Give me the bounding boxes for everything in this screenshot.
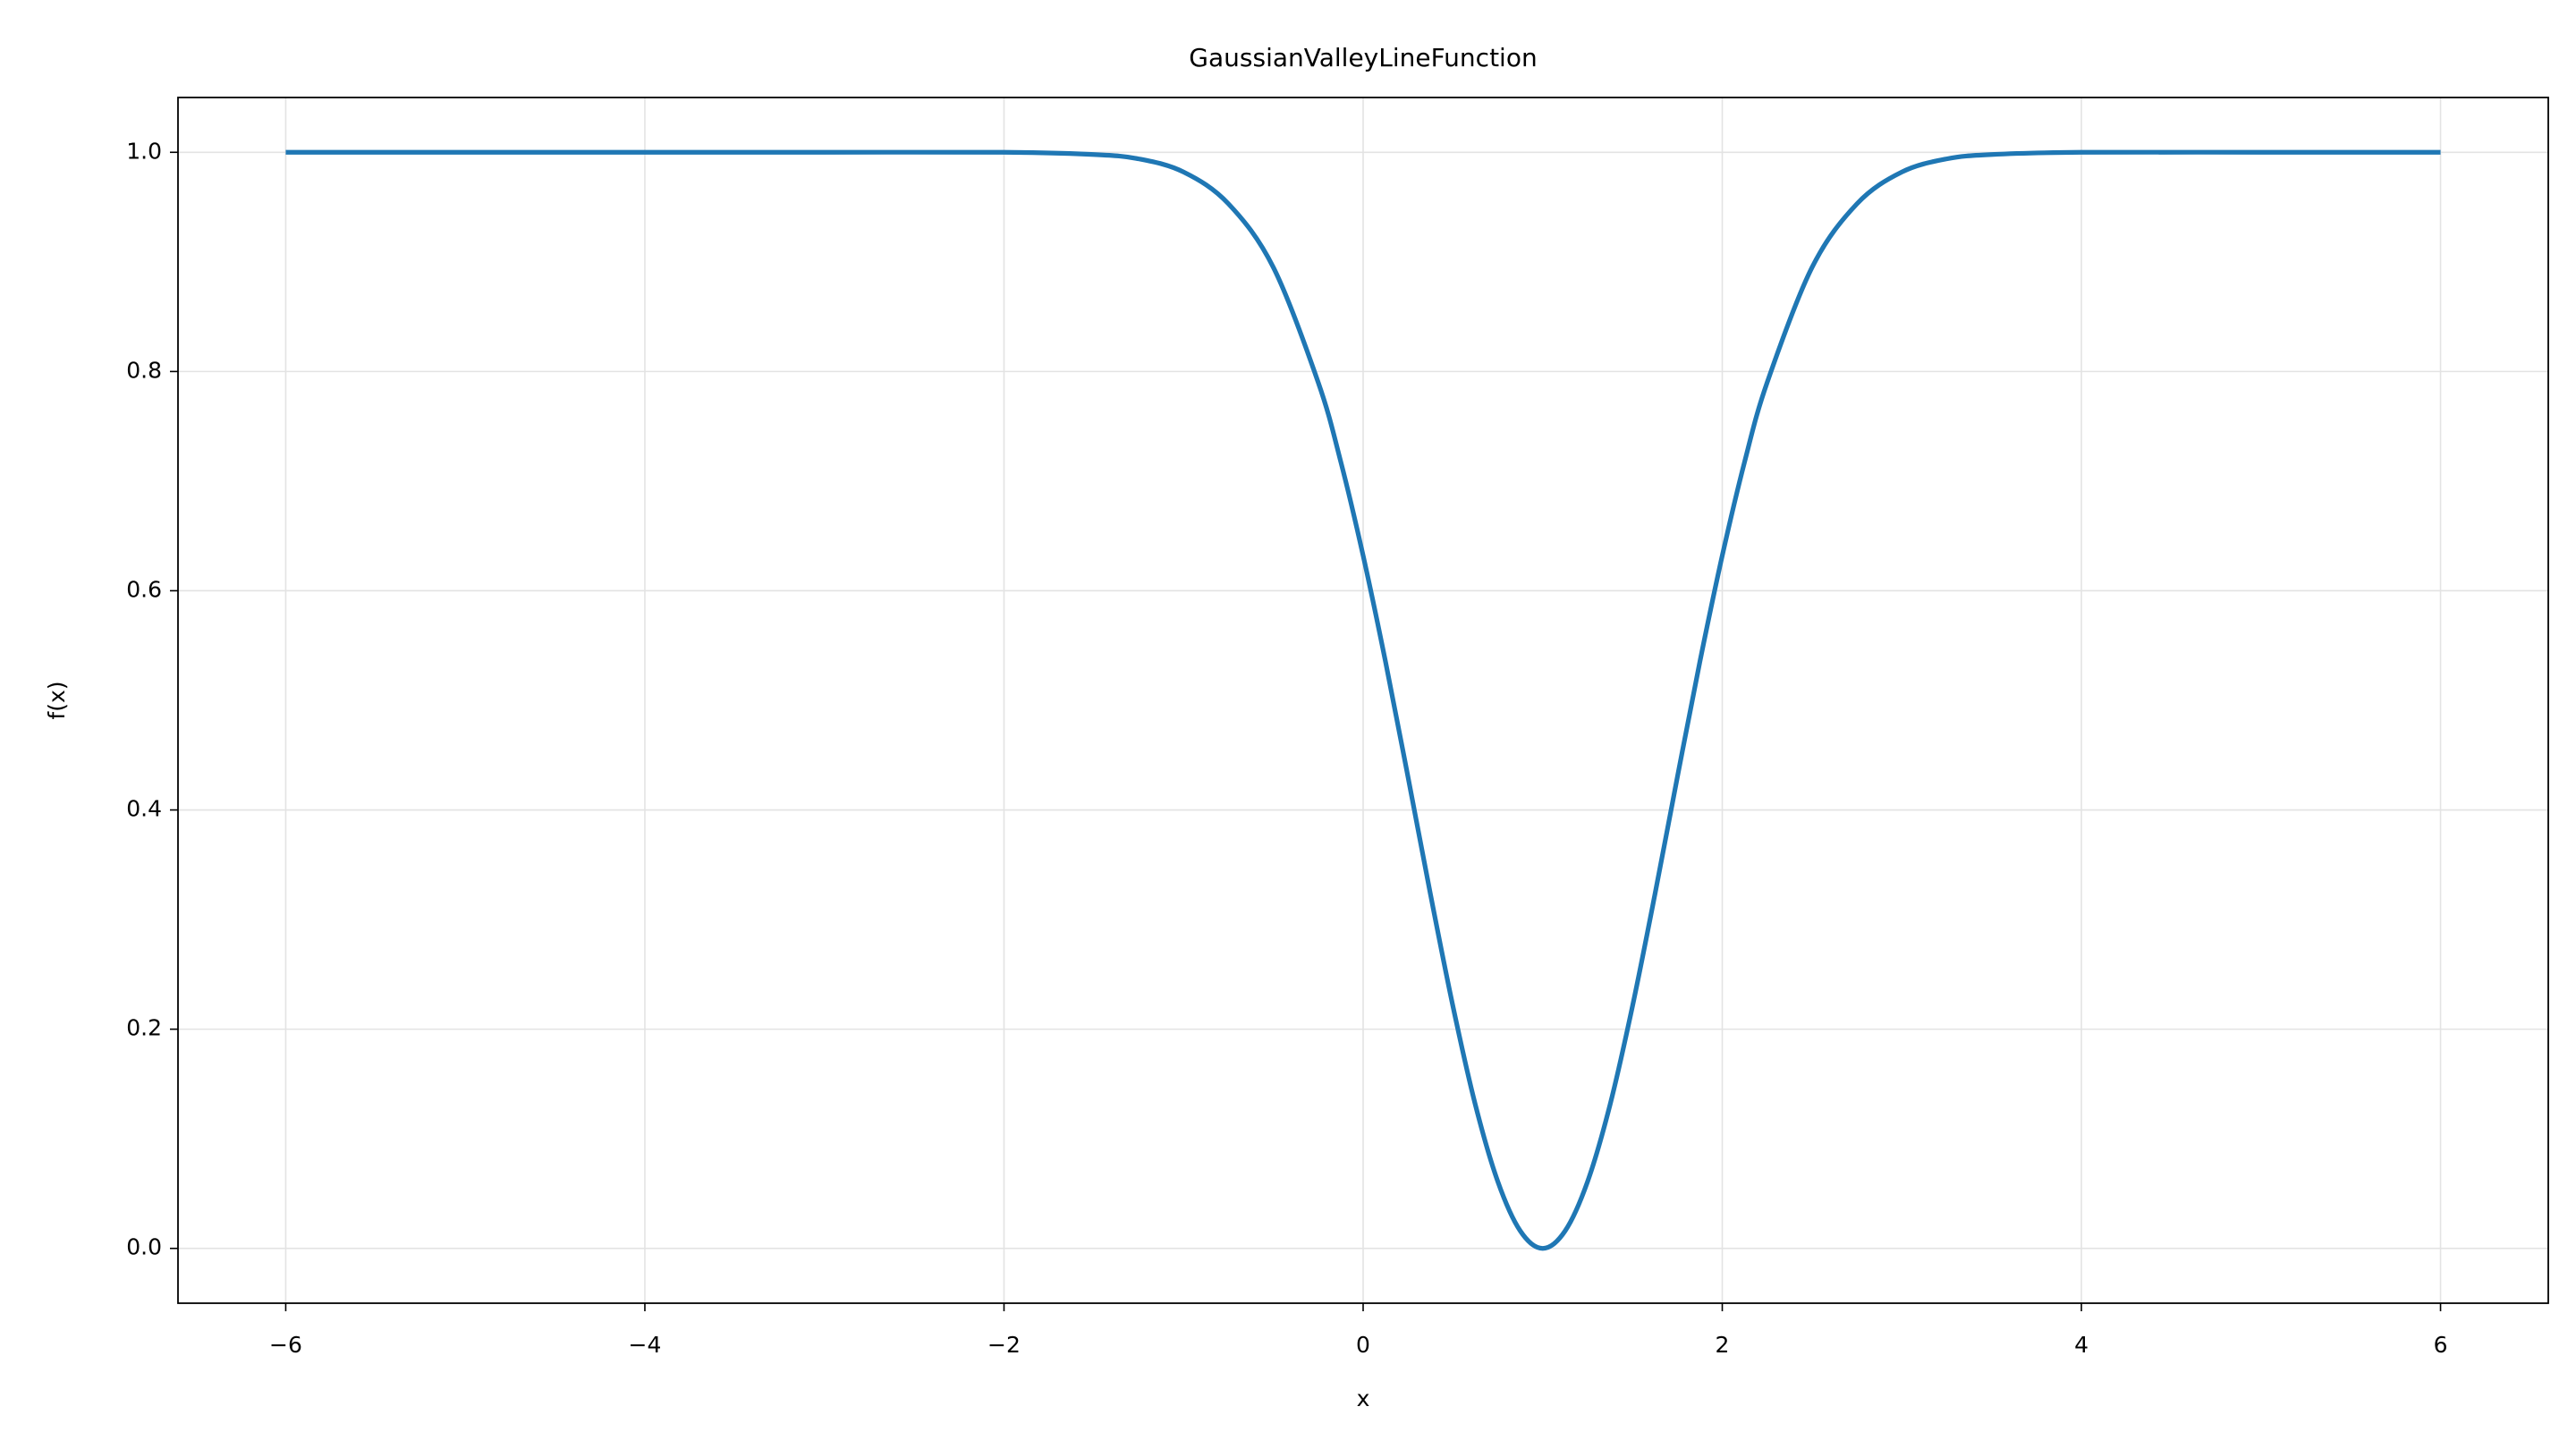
y-tick-label: 0.6 [126,576,162,602]
plot-area [285,149,2441,1251]
x-tick-label: 4 [2074,1332,2089,1358]
y-tick-label: 0.8 [126,357,162,383]
chart-title: GaussianValleyLineFunction [1189,43,1537,72]
y-tick-label: 0.0 [126,1234,162,1260]
y-tick-label: 1.0 [126,138,162,164]
line-series [285,149,2441,1251]
y-axis-label: f(x) [44,681,70,719]
x-axis-label: x [1357,1385,1370,1411]
y-tick-label: 0.2 [126,1015,162,1041]
x-tick-label: 6 [2434,1332,2448,1358]
x-tick-label: 2 [1716,1332,1730,1358]
x-tick-label: −2 [987,1332,1021,1358]
x-tick-label: −6 [269,1332,302,1358]
x-tick-label: −4 [629,1332,662,1358]
x-tick-label: 0 [1356,1332,1370,1358]
y-tick-label: 0.4 [126,796,162,822]
